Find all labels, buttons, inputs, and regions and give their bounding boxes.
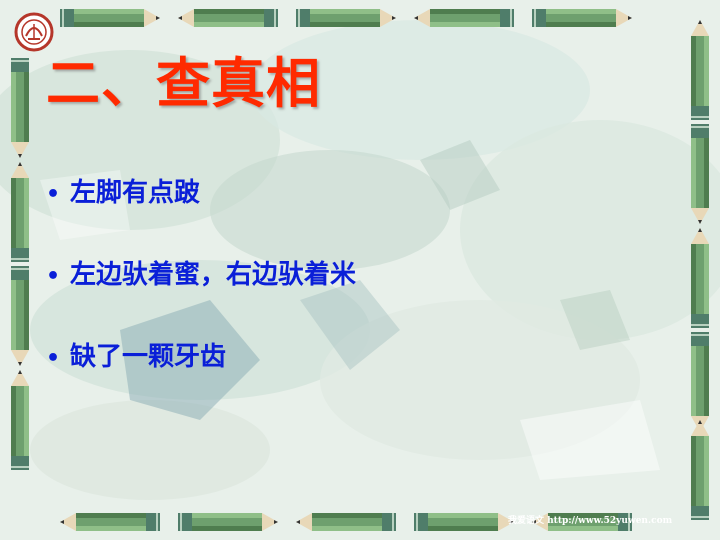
bullet-text: 左边驮着蜜，右边驮着米 [70,260,357,290]
bullet-marker: • [46,264,61,289]
bullet-item: • 左脚有点跛 [46,168,356,250]
website-footer: 我爱语文 http://www.52yuwen.com [508,516,673,526]
bullet-marker: • [46,346,61,371]
slide-title: 二、查真相 [46,52,321,115]
school-emblem-icon [14,12,54,52]
bullet-item: • 缺了一颗牙齿 [46,332,356,414]
bullet-item: • 左边驮着蜜，右边驮着米 [46,250,356,332]
bullet-marker: • [46,182,61,207]
bullet-text: 缺了一颗牙齿 [70,342,227,372]
bullet-list: • 左脚有点跛 • 左边驮着蜜，右边驮着米 • 缺了一颗牙齿 [46,168,356,414]
bullet-text: 左脚有点跛 [70,178,201,208]
